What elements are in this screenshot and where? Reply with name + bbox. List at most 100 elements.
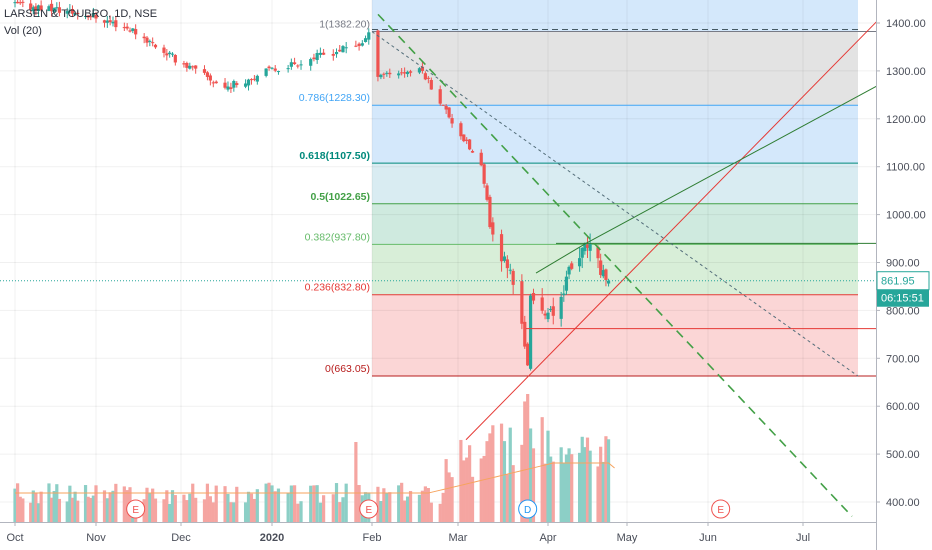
volume-bar (488, 433, 492, 522)
volume-bar (417, 494, 422, 522)
candle-body (39, 5, 43, 11)
volume-bar (296, 503, 300, 522)
volume-bar (583, 447, 587, 522)
volume-bar (182, 494, 186, 522)
candle-body (194, 65, 198, 69)
volume-bar (322, 495, 326, 522)
volume-bar (549, 456, 553, 522)
candle-body (549, 308, 553, 310)
price-tick-label: 1000.00 (886, 210, 926, 222)
event-marker-label: E (365, 505, 372, 516)
volume-bar (31, 490, 35, 522)
candle-body (273, 68, 277, 71)
event-marker-label: E (717, 505, 724, 516)
time-tick-label: May (617, 532, 638, 544)
candle-body (354, 45, 358, 47)
time-tick-label: Jul (796, 532, 810, 544)
candle-body (357, 43, 361, 47)
candle-body (379, 74, 383, 78)
volume-bar (400, 482, 404, 522)
fib-band (372, 163, 858, 204)
volume-bar (459, 439, 463, 522)
volume-bar (286, 493, 290, 522)
volume-bar (13, 488, 17, 522)
time-tick-label: Feb (363, 532, 382, 544)
event-marker: E (711, 499, 731, 519)
candle-body (86, 15, 90, 18)
countdown-badge-label: 06:15:51 (881, 293, 924, 305)
volume-bar (551, 461, 555, 522)
candle-body (296, 65, 300, 67)
volume-bar (226, 493, 230, 522)
candle-body (153, 44, 158, 48)
candle-body (417, 68, 422, 73)
event-marker-label: D (524, 505, 531, 516)
candle-body (567, 266, 571, 275)
candle-body (255, 75, 259, 82)
candle-body (526, 343, 530, 366)
candle-body (145, 37, 149, 43)
volume-bar (89, 497, 93, 522)
volume-bar (267, 482, 271, 522)
candle-body (562, 293, 566, 296)
candle-body (397, 73, 401, 76)
candle-body (338, 49, 342, 52)
volume-bar (214, 485, 218, 522)
candle-body (142, 36, 146, 39)
volume-bar (405, 496, 410, 522)
candle-body (128, 30, 132, 32)
candle-body (185, 62, 189, 68)
candle-body (105, 20, 109, 23)
volume-bars (13, 394, 611, 522)
candle-body (511, 270, 515, 285)
volume-bar (331, 494, 335, 522)
candle-body (267, 66, 271, 69)
volume-bar (482, 455, 486, 522)
volume-bar (264, 483, 268, 522)
candle-body (465, 139, 469, 141)
volume-bar (29, 502, 33, 522)
candle-body (162, 47, 166, 53)
volume-bar (447, 472, 451, 522)
volume-bar (499, 423, 504, 522)
candle-body (441, 104, 445, 106)
volume-bar (357, 485, 361, 522)
volume-bar (585, 437, 590, 522)
volume-bar (148, 492, 152, 522)
candle-body (470, 151, 475, 153)
volume-bar (429, 502, 433, 522)
volume-bar (205, 483, 210, 522)
fib-band (372, 31, 858, 106)
volume-bar (462, 460, 466, 522)
candles (13, 0, 611, 371)
candle-body (232, 80, 236, 88)
volume-bar (344, 483, 348, 522)
candle-body (125, 26, 129, 29)
candle-body (18, 2, 22, 4)
candle-body (223, 82, 227, 88)
volume-bar (223, 486, 227, 522)
volume-bar (86, 496, 90, 522)
volume-bar (70, 497, 75, 522)
candle-body (34, 6, 38, 11)
candle-body (202, 69, 207, 73)
candle-body (429, 80, 433, 90)
volume-bar (588, 450, 592, 522)
candle-body (363, 38, 368, 43)
volume-bar (338, 502, 342, 522)
volume-bar (479, 458, 483, 522)
event-marker-circle (359, 499, 379, 519)
fib-band (372, 203, 858, 245)
volume-bar (49, 497, 54, 522)
fib-band (372, 244, 858, 295)
volume-bar (191, 483, 195, 522)
grid (0, 0, 876, 522)
volume-bar (580, 436, 584, 522)
volume-header: Vol (20) (4, 25, 42, 37)
candle-body (73, 12, 77, 16)
volume-bar (47, 483, 51, 522)
volume-bar (55, 484, 59, 522)
volume-bar (334, 483, 339, 522)
volume-bar (18, 496, 22, 522)
candle-body (309, 59, 313, 66)
